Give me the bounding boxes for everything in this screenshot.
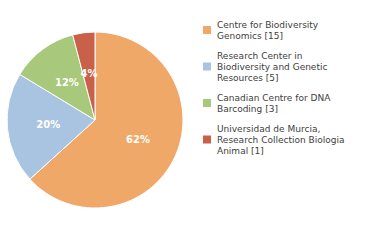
svg-text:Centre for Biodiversity: Centre for Biodiversity [217, 20, 319, 30]
svg-text:Resources [5]: Resources [5] [217, 73, 279, 83]
svg-text:Animal [1]: Animal [1] [217, 146, 264, 156]
svg-text:20%: 20% [36, 119, 60, 130]
svg-text:Canadian Centre for DNA: Canadian Centre for DNA [217, 93, 331, 103]
svg-text:Research Collection Biologia: Research Collection Biologia [217, 135, 344, 145]
svg-text:4%: 4% [80, 68, 97, 79]
svg-text:Biodiversity and Genetic: Biodiversity and Genetic [217, 62, 327, 72]
svg-text:62%: 62% [126, 134, 150, 145]
svg-text:12%: 12% [55, 77, 79, 88]
svg-text:Universidad de Murcia,: Universidad de Murcia, [217, 124, 320, 134]
svg-text:Genomics [15]: Genomics [15] [217, 31, 283, 41]
svg-text:Barcoding [3]: Barcoding [3] [217, 104, 278, 114]
svg-text:Research Center in: Research Center in [217, 51, 303, 61]
